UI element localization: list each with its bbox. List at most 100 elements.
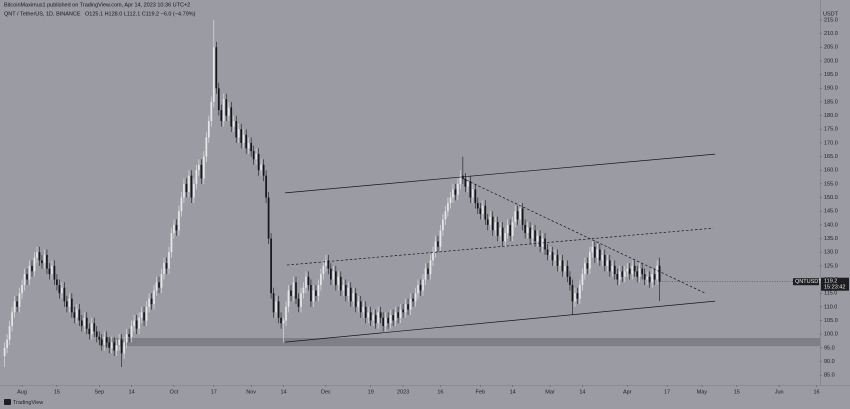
candle-body <box>337 276 340 285</box>
candle-body <box>598 249 601 261</box>
candle-body <box>347 287 350 296</box>
candle-body <box>352 293 355 302</box>
candle-body <box>202 156 205 179</box>
candle-body <box>18 293 21 307</box>
candle-body <box>143 312 145 321</box>
candle-body <box>135 320 138 329</box>
candle-body <box>168 252 170 269</box>
candle-body <box>26 274 28 280</box>
candle-body <box>566 265 569 277</box>
candle-body <box>105 336 108 343</box>
candle-body <box>297 298 300 307</box>
x-tick-label: Mar <box>545 389 555 395</box>
candle-body <box>499 227 502 236</box>
x-tick-label: Apr <box>623 389 632 395</box>
candle-body <box>631 265 634 275</box>
candle-body <box>85 317 88 329</box>
candle-body <box>364 306 367 318</box>
candle-body <box>272 293 275 313</box>
candle-body <box>13 301 16 313</box>
candle-body <box>584 263 586 275</box>
candle-body <box>100 339 103 346</box>
candle-body <box>397 312 399 318</box>
candle-body <box>70 298 73 313</box>
candle-body <box>160 274 163 288</box>
symbol-label: QNTUSDT <box>795 279 822 285</box>
candle-body <box>636 271 639 277</box>
candle-body <box>581 274 584 285</box>
candle-body <box>329 268 332 280</box>
candle-body <box>616 274 619 280</box>
candle-body <box>579 284 581 299</box>
candle-body <box>658 265 661 282</box>
y-tick-label: 180.0 <box>824 113 838 119</box>
candle-body <box>427 268 429 275</box>
candle-body <box>471 189 474 198</box>
candle-body <box>11 312 13 326</box>
candle-body <box>621 271 624 277</box>
candle-body <box>342 284 345 291</box>
candle-body <box>509 224 512 236</box>
candle-body <box>255 153 258 160</box>
candle-body <box>521 208 524 225</box>
y-tick-label: 195.0 <box>824 72 838 78</box>
y-tick-label: 105.0 <box>824 318 838 324</box>
candle-body <box>245 134 248 149</box>
candle-body <box>464 178 467 187</box>
candle-body <box>551 252 554 261</box>
candle-body <box>387 317 390 324</box>
candle-body <box>484 205 487 220</box>
candle-body <box>165 263 168 269</box>
candle-body <box>320 274 322 285</box>
candle-body <box>354 293 357 307</box>
candle-body <box>549 252 551 255</box>
candle-body <box>302 287 305 294</box>
candle-body <box>486 219 489 225</box>
candle-body <box>103 336 106 346</box>
footer: TradingView <box>13 400 43 406</box>
countdown-label: 15:23:42 <box>824 285 845 291</box>
candle-body <box>559 260 561 266</box>
candle-body <box>325 260 327 266</box>
candle-body <box>178 211 180 231</box>
candle-body <box>504 233 507 242</box>
candle-body <box>51 265 53 275</box>
candle-body <box>554 254 556 261</box>
candle-body <box>511 222 514 236</box>
candle-body <box>21 284 23 294</box>
candle-body <box>526 227 529 234</box>
candle-body <box>31 265 33 272</box>
candle-body <box>277 301 280 318</box>
x-tick-label: 15 <box>54 389 60 395</box>
candle-body <box>41 260 43 264</box>
candle-body <box>305 276 307 288</box>
candle-body <box>128 334 131 337</box>
candle-body <box>193 183 195 198</box>
candle-body <box>544 238 546 250</box>
candle-body <box>115 345 118 351</box>
candle-body <box>140 312 143 318</box>
y-tick-label: 160.0 <box>824 168 838 174</box>
candle-body <box>596 249 599 258</box>
candle-body <box>422 279 424 291</box>
candle-body <box>267 197 270 239</box>
candle-body <box>392 315 394 321</box>
candle-body <box>643 274 646 280</box>
candle-body <box>280 317 282 324</box>
candle-body <box>163 263 165 275</box>
candle-body <box>564 265 566 272</box>
candle-body <box>290 290 292 296</box>
y-tick-label: 135.0 <box>824 236 838 242</box>
candle-body <box>399 309 402 318</box>
candle-body <box>260 164 263 171</box>
x-tick-label: 14 <box>280 389 286 395</box>
candle-body <box>332 271 335 280</box>
candle-body <box>215 47 218 89</box>
candle-body <box>78 309 81 321</box>
candle-body <box>407 304 409 310</box>
x-tick-label: 14 <box>510 389 516 395</box>
candle-body <box>322 265 325 275</box>
candle-body <box>633 265 636 272</box>
